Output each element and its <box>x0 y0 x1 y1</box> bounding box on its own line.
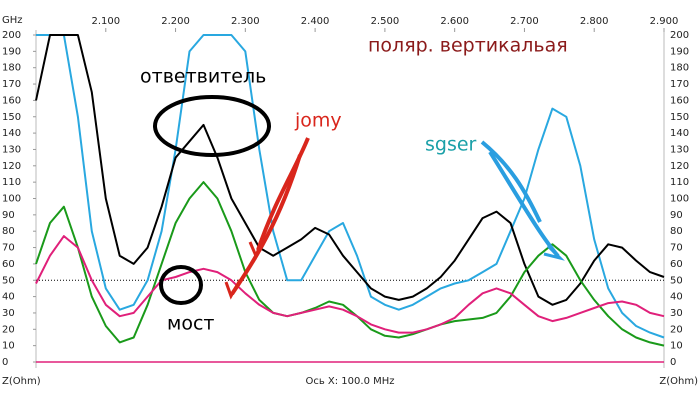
y-tick-label: 80 <box>2 226 15 237</box>
y-tick-label: 160 <box>2 95 21 106</box>
z-left-label: Z(Ohm) <box>2 376 41 387</box>
y2-tick-label: 170 <box>670 79 689 90</box>
arrow <box>480 140 542 223</box>
arrow-head <box>224 279 242 300</box>
x-tick-label: 2.600 <box>440 16 469 27</box>
x-tick-label: 2.400 <box>301 16 330 27</box>
y2-tick-label: 80 <box>670 226 683 237</box>
x-tick-label: 2.500 <box>371 16 400 27</box>
y2-tick-label: 190 <box>670 46 689 57</box>
x-tick-label: 2.700 <box>510 16 539 27</box>
y2-tick-label: 110 <box>670 177 689 188</box>
x-tick-label: 2.100 <box>91 16 120 27</box>
y-tick-label: 30 <box>2 308 15 319</box>
y-tick-label: 20 <box>2 324 15 335</box>
x-tick-label: 2.900 <box>650 16 679 27</box>
series-line <box>35 235 665 334</box>
series-line <box>36 34 665 339</box>
x-tick-label: 2.200 <box>161 16 190 27</box>
x-unit: GHz <box>2 15 23 26</box>
y2-tick-label: 100 <box>670 194 689 205</box>
x-tick-label: 2.800 <box>580 16 609 27</box>
chart-title: поляр. вертикальая <box>368 35 568 57</box>
y2-tick-label: 120 <box>670 161 689 172</box>
annotation: jomy <box>294 110 342 132</box>
series-line <box>35 181 665 347</box>
y-tick-label: 60 <box>2 259 15 270</box>
annotation: ответвитель <box>140 66 266 88</box>
x-tick-label: 2.300 <box>231 16 260 27</box>
y-tick-label: 140 <box>2 128 21 139</box>
highlight-circle <box>159 265 203 305</box>
y-tick-label: 150 <box>2 112 21 123</box>
y-tick-label: 130 <box>2 144 21 155</box>
arrow <box>256 137 310 251</box>
y-tick-label: 10 <box>2 341 15 352</box>
z-right-label: Z(Ohm) <box>659 376 698 387</box>
y-tick-label: 40 <box>2 292 15 303</box>
y2-tick-label: 30 <box>670 308 683 319</box>
y2-tick-label: 140 <box>670 128 689 139</box>
y-tick-label: 100 <box>2 194 21 205</box>
y-tick-label: 180 <box>2 63 21 74</box>
y-tick-label: 70 <box>2 243 15 254</box>
annotation: мост <box>167 313 214 335</box>
annotation: sgser <box>425 134 477 156</box>
y2-tick-label: 0 <box>670 357 676 368</box>
y2-tick-label: 50 <box>670 275 683 286</box>
y2-tick-label: 90 <box>670 210 683 221</box>
y2-tick-label: 40 <box>670 292 683 303</box>
y-tick-label: 50 <box>2 275 15 286</box>
y2-tick-label: 150 <box>670 112 689 123</box>
y2-tick-label: 10 <box>670 341 683 352</box>
highlight-ellipse <box>153 95 271 157</box>
arrow-head <box>543 244 565 261</box>
y-tick-label: 120 <box>2 161 21 172</box>
y2-tick-label: 200 <box>670 30 689 41</box>
y-tick-label: 90 <box>2 210 15 221</box>
y2-tick-label: 180 <box>670 63 689 74</box>
x-axis-note: Ось X: 100.0 MHz <box>305 376 394 387</box>
y-tick-label: 110 <box>2 177 21 188</box>
y-tick-label: 190 <box>2 46 21 57</box>
y2-tick-label: 160 <box>670 95 689 106</box>
y-tick-label: 170 <box>2 79 21 90</box>
y2-tick-label: 20 <box>670 324 683 335</box>
y2-tick-label: 130 <box>670 144 689 155</box>
y2-tick-label: 60 <box>670 259 683 270</box>
plot-area: 0 0 10 10 20 20 30 30 40 40 50 50 60 60 70 70 80 80 90 90 10… <box>2 16 689 368</box>
series-line <box>35 34 665 306</box>
y-tick-label: 200 <box>2 30 21 41</box>
y-tick-label: 0 <box>2 357 8 368</box>
y2-tick-label: 70 <box>670 243 683 254</box>
